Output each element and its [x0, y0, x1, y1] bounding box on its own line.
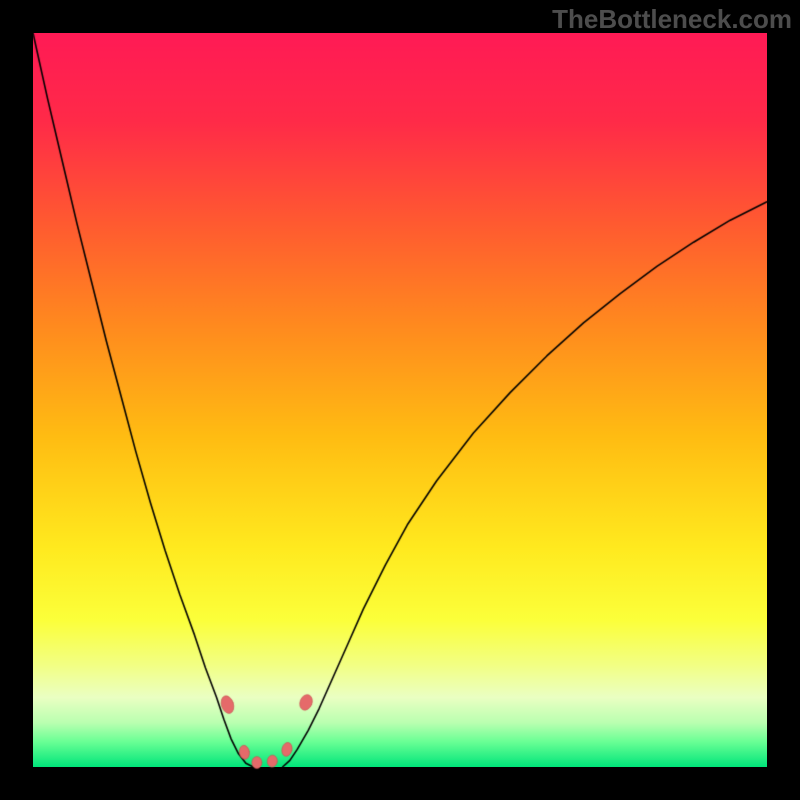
bottleneck-curve-chart	[0, 0, 800, 800]
stage: TheBottleneck.com	[0, 0, 800, 800]
watermark-text: TheBottleneck.com	[552, 4, 792, 35]
